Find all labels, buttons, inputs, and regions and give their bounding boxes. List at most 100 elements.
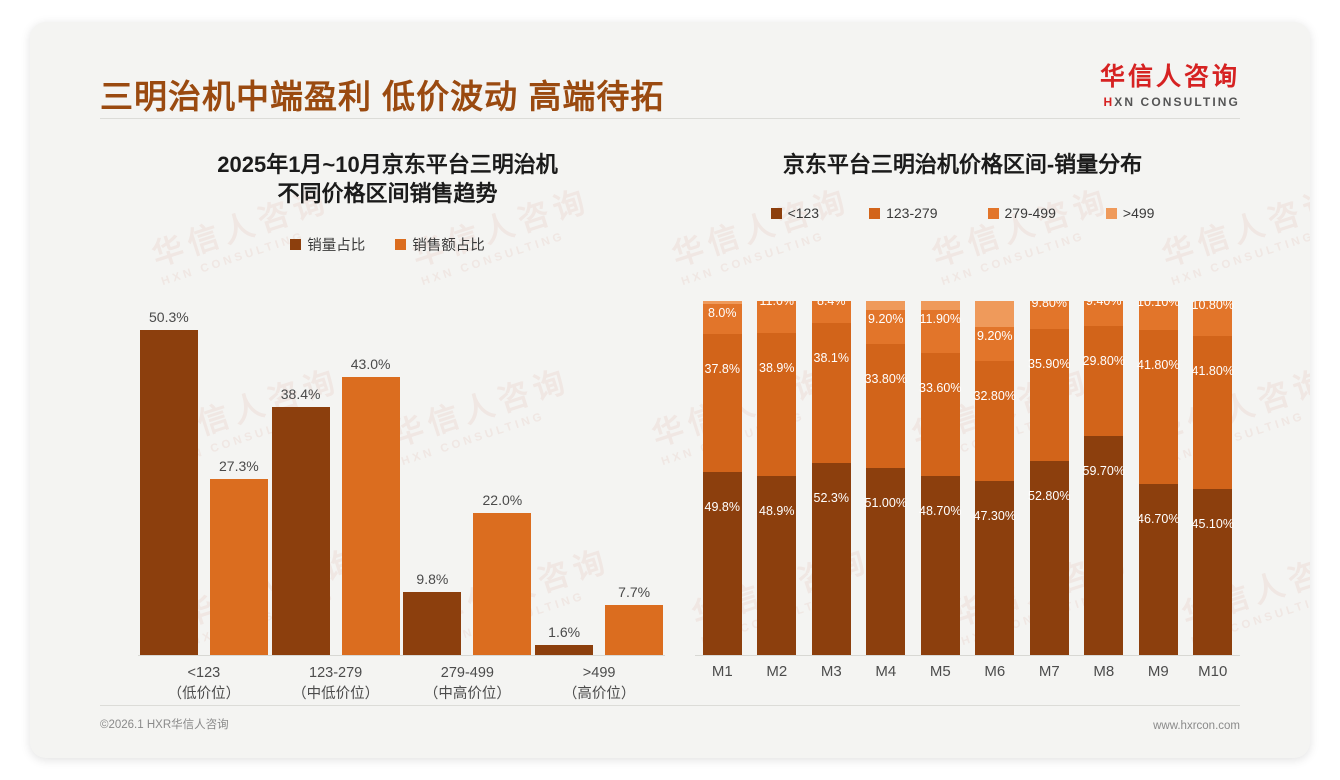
stacked-bar-segment[interactable]: 9.80% bbox=[1029, 301, 1069, 330]
bar-value-label: 7.7% bbox=[618, 584, 651, 601]
bar[interactable] bbox=[341, 377, 400, 655]
stacked-bar-segment[interactable]: 33.80% bbox=[865, 343, 907, 468]
stacked-bar-segment[interactable]: 35.90% bbox=[1028, 329, 1071, 462]
left-chart-panel: 2025年1月~10月京东平台三明治机 不同价格区间销售趋势 销量占比 销售额占比… bbox=[100, 126, 675, 706]
stacked-bar-segment[interactable]: 48.70% bbox=[919, 476, 961, 655]
stacked-bar-segment[interactable]: 9.20% bbox=[866, 310, 906, 344]
stacked-bar-column[interactable]: 5.90% 11.90% 33.60% 48.70% bbox=[919, 301, 961, 655]
bar-column[interactable]: 43.0% bbox=[341, 301, 400, 655]
left-chart-legend-item[interactable]: 销量占比 bbox=[290, 234, 365, 255]
right-chart-legend: <123 123-279 279-499 >499 bbox=[685, 205, 1240, 221]
stacked-bar-segment[interactable]: 0.60% bbox=[975, 301, 1015, 327]
bar[interactable] bbox=[535, 644, 594, 655]
bar[interactable] bbox=[473, 513, 532, 655]
segment-value-label: 35.90% bbox=[1028, 357, 1071, 372]
segment-value-label: 49.8% bbox=[704, 500, 740, 515]
bar-value-label: 27.3% bbox=[219, 457, 259, 474]
stacked-bar-segment[interactable]: 11.90% bbox=[920, 309, 961, 354]
stacked-bar-segment[interactable]: 9.20% bbox=[975, 326, 1015, 361]
stacked-bar-segment[interactable]: 11.0% bbox=[757, 301, 797, 333]
stacked-bar-segment[interactable]: 33.60% bbox=[919, 353, 961, 477]
segment-value-label: 47.30% bbox=[973, 509, 1016, 524]
bar-column[interactable]: 7.7% bbox=[605, 301, 664, 655]
stacked-bar-column[interactable]: 0.60% 9.20% 32.80% 47.30% bbox=[973, 301, 1016, 655]
stacked-bar-segment[interactable]: 37.8% bbox=[702, 333, 742, 473]
legend-swatch-icon bbox=[869, 207, 881, 219]
bar-column[interactable]: 50.3% bbox=[139, 301, 198, 655]
segment-value-label: 32.80% bbox=[973, 388, 1016, 403]
stacked-bar-column[interactable]: 1.40%10.10%41.80%46.70% bbox=[1137, 301, 1180, 655]
segment-value-label: 37.8% bbox=[704, 361, 740, 376]
stacked-bar-segment[interactable]: 32.80% bbox=[973, 360, 1016, 482]
stacked-bar-segment[interactable]: 41.80% bbox=[1192, 335, 1234, 490]
bar-value-label: 22.0% bbox=[482, 492, 523, 508]
x-tick-sublabel: （中低价位） bbox=[292, 685, 380, 702]
bar-column[interactable]: 27.3% bbox=[209, 301, 268, 655]
bar-column[interactable]: 38.4% bbox=[271, 301, 330, 655]
legend-swatch-icon bbox=[987, 207, 999, 219]
stacked-bar-column[interactable]: 1.50%9.80%35.90%52.80% bbox=[1028, 301, 1071, 655]
bar-column[interactable]: 22.0% bbox=[473, 301, 532, 655]
x-axis-tick-label: 123-279 （中低价位） bbox=[270, 663, 402, 704]
stacked-bar-segment[interactable]: 47.30% bbox=[973, 481, 1016, 655]
stacked-bar-segment[interactable]: 46.70% bbox=[1137, 483, 1179, 655]
left-chart-bars: 50.3% 27.3% 38.4% 43.0% 9.8% 22.0% 1.6% 7.7% bbox=[138, 301, 665, 656]
stacked-bar-segment[interactable]: 9.40% bbox=[1084, 301, 1124, 327]
stacked-bar-column[interactable]: 1.2%11.0%38.9%48.9% bbox=[757, 301, 797, 655]
legend-swatch-icon bbox=[770, 207, 782, 219]
footer-website[interactable]: www.hxrcon.com bbox=[1153, 720, 1240, 732]
left-chart-legend-item[interactable]: 销售额占比 bbox=[395, 234, 485, 255]
segment-value-label: 41.80% bbox=[1137, 358, 1180, 373]
segment-value-label: 9.80% bbox=[1031, 301, 1067, 310]
stacked-bar-segment[interactable]: 5.90% bbox=[920, 301, 960, 310]
bar[interactable] bbox=[139, 330, 198, 655]
x-axis-tick-label: <123 （低价位） bbox=[138, 663, 270, 704]
stacked-bar-segment[interactable]: 45.10% bbox=[1191, 489, 1234, 655]
stacked-bar-column[interactable]: 4.4% 8.0% 37.8% 49.8% bbox=[702, 301, 742, 655]
stacked-bar-segment[interactable]: 10.80% bbox=[1192, 301, 1234, 336]
bar[interactable] bbox=[209, 478, 268, 655]
segment-value-label: 48.9% bbox=[759, 503, 795, 518]
right-chart-legend-item[interactable]: 279-499 bbox=[987, 205, 1056, 222]
logo-h-glyph: H bbox=[1103, 94, 1115, 109]
segment-value-label: 1.00% bbox=[868, 301, 903, 304]
stacked-bar-segment[interactable]: 8.4% bbox=[811, 301, 851, 324]
stacked-bar-column[interactable]: 1.2%8.4%38.1%52.3% bbox=[811, 301, 851, 655]
x-axis-tick-label: M6 bbox=[984, 663, 1006, 680]
stacked-bar-column[interactable]: 1.00% 9.20% 33.80% 51.00% bbox=[865, 301, 907, 655]
footer-copyright: ©2026.1 HXR华信人咨询 bbox=[100, 719, 229, 731]
segment-value-label: 38.1% bbox=[813, 351, 849, 366]
stacked-bar-segment[interactable]: 51.00% bbox=[865, 467, 907, 655]
stacked-bar-segment[interactable]: 52.3% bbox=[811, 463, 851, 655]
stacked-bar-segment[interactable]: 38.1% bbox=[811, 323, 851, 464]
bar-column[interactable]: 9.8% bbox=[403, 301, 462, 655]
stacked-bar-segment[interactable]: 48.9% bbox=[757, 475, 797, 655]
stacked-bar-column[interactable]: 1.00%9.40%29.80%59.70% bbox=[1083, 301, 1125, 655]
right-chart-legend-item[interactable]: >499 bbox=[1105, 205, 1154, 221]
stacked-bar-segment[interactable]: 59.70% bbox=[1083, 435, 1125, 655]
bar[interactable] bbox=[271, 407, 330, 655]
logo-chinese-text: 华信人咨询 bbox=[1099, 63, 1240, 91]
stacked-bar-segment[interactable]: 1.00% bbox=[866, 301, 906, 311]
stacked-bar-segment[interactable]: 41.80% bbox=[1137, 330, 1180, 484]
x-tick-range: >499 bbox=[582, 665, 616, 681]
stacked-bar-segment[interactable]: 10.10% bbox=[1137, 301, 1179, 331]
stacked-bar-segment[interactable]: 49.8% bbox=[702, 472, 742, 655]
bar-column[interactable]: 1.6% bbox=[535, 301, 594, 655]
segment-value-label: 45.10% bbox=[1191, 517, 1234, 532]
stacked-bar-column[interactable]: 2.20%10.80%41.80%45.10% bbox=[1191, 301, 1234, 655]
stacked-bar-segment[interactable]: 29.80% bbox=[1083, 326, 1125, 436]
bar[interactable] bbox=[605, 605, 664, 655]
segment-value-label: 9.20% bbox=[868, 312, 904, 327]
bar[interactable] bbox=[403, 591, 462, 655]
stacked-bar-segment[interactable]: 4.4% bbox=[702, 301, 742, 305]
stacked-bar-segment[interactable]: 38.9% bbox=[757, 332, 797, 476]
right-chart-legend-item[interactable]: 123-279 bbox=[869, 205, 938, 221]
stacked-bar-segment[interactable]: 52.80% bbox=[1028, 461, 1070, 655]
x-axis-tick-label: M5 bbox=[929, 663, 951, 680]
stacked-bar-segment[interactable]: 8.0% bbox=[702, 304, 742, 334]
legend-label: 销量占比 bbox=[307, 238, 366, 255]
right-chart-legend-item[interactable]: <123 bbox=[770, 205, 819, 221]
header-divider bbox=[100, 118, 1240, 119]
legend-label: 279-499 bbox=[1004, 205, 1056, 222]
